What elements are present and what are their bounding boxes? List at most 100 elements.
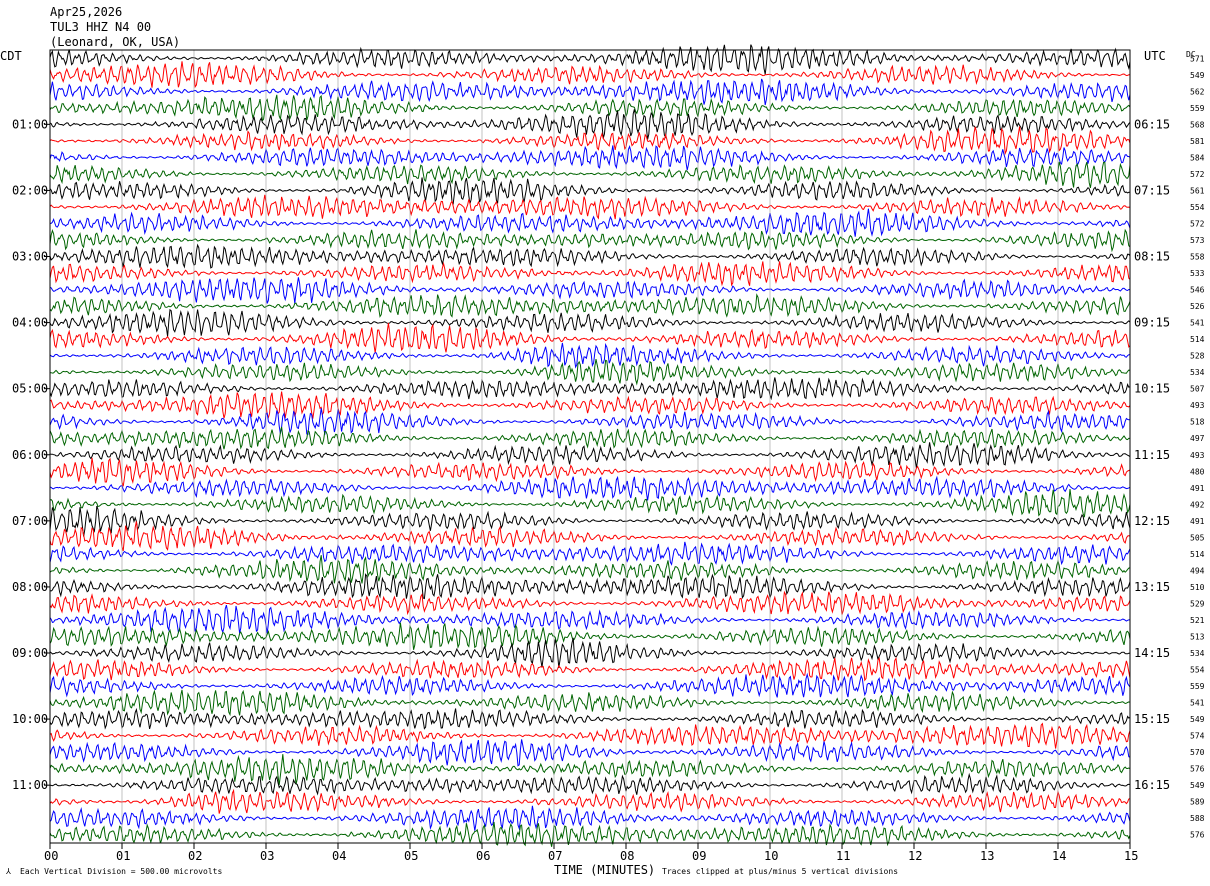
x-tick-label: 14 [1052, 849, 1066, 863]
station-code: TUL3 HHZ N4 00 [50, 20, 152, 34]
dc-offset-label: 562 [1190, 87, 1205, 96]
dc-offset-label: 573 [1190, 236, 1205, 245]
axis-group: 00 01 02 03 04 05 06 07 08 09 10 11 12 13 14 15 [44, 49, 1138, 863]
dc-offset-label: 493 [1190, 401, 1205, 410]
dc-offset-label: 541 [1190, 319, 1205, 328]
dc-offset-label: 588 [1190, 814, 1205, 823]
seismic-trace [49, 293, 1131, 318]
seismic-trace [49, 44, 1131, 75]
hour-label-local: 05:00 [12, 382, 48, 396]
x-tick-label: 01 [116, 849, 130, 863]
seismic-trace [49, 555, 1131, 584]
dc-offset-label: 492 [1190, 500, 1205, 509]
dc-offset-label: 521 [1190, 616, 1205, 625]
hour-label-local: 02:00 [12, 183, 48, 197]
dc-offset-label: 505 [1190, 533, 1205, 542]
seismic-trace [49, 739, 1131, 767]
seismic-trace [49, 377, 1131, 401]
plot-frame [49, 49, 1131, 844]
x-tick-label: 13 [980, 849, 994, 863]
seismic-trace [49, 707, 1131, 730]
station-location: (Leonard, OK, USA) [50, 35, 181, 49]
hour-label-local: 07:00 [12, 514, 48, 528]
dc-offset-label: 558 [1190, 253, 1205, 262]
seismic-trace [49, 788, 1131, 814]
x-axis-label: TIME (MINUTES) [554, 863, 655, 877]
dc-offset-label: 571 [1190, 54, 1205, 63]
dc-offset-label: 514 [1190, 550, 1205, 559]
dc-offset-label: 529 [1190, 599, 1205, 608]
seismic-trace [49, 505, 1131, 537]
grid-group [49, 50, 1131, 843]
seismic-trace [49, 61, 1131, 89]
hour-label-utc: 11:15 [1134, 448, 1170, 462]
dc-offset-label: 559 [1190, 104, 1205, 113]
dc-offset-label: 480 [1190, 467, 1205, 476]
hour-label-utc: 07:15 [1134, 183, 1170, 197]
seismic-trace [49, 194, 1131, 220]
seismic-trace [49, 126, 1131, 156]
hour-label-local: 06:00 [12, 448, 48, 462]
dc-offset-label: 554 [1190, 666, 1205, 675]
x-tick-label: 10 [764, 849, 778, 863]
dc-offset-label: 584 [1190, 153, 1205, 162]
hour-label-utc: 15:15 [1134, 712, 1170, 726]
dc-offset-label: 549 [1190, 71, 1205, 80]
x-tick-label: 03 [260, 849, 274, 863]
x-tick-label: 12 [908, 849, 922, 863]
seismic-trace [49, 656, 1131, 682]
hour-label-utc: 06:15 [1134, 117, 1170, 131]
dc-offset-label: 572 [1190, 170, 1205, 179]
x-tick-label: 00 [44, 849, 58, 863]
seismic-trace [49, 590, 1131, 616]
dc-offset-label: 491 [1190, 517, 1205, 526]
dc-offset-label: 526 [1190, 302, 1205, 311]
scale-note: Each Vertical Division = 500.00 microvol… [20, 867, 223, 876]
seismic-trace [49, 109, 1131, 140]
dc-offset-label: 554 [1190, 203, 1205, 212]
hour-label-local: 08:00 [12, 580, 48, 594]
seismic-trace [50, 208, 1131, 237]
dc-offset-label: 510 [1190, 583, 1205, 592]
dc-offset-label: 559 [1190, 682, 1205, 691]
seismic-trace [49, 442, 1131, 469]
seismic-trace [49, 622, 1131, 650]
seismic-trace [49, 78, 1131, 106]
dc-offset-label: 561 [1190, 186, 1205, 195]
hour-label-utc: 09:15 [1134, 316, 1170, 330]
hour-label-local: 01:00 [12, 117, 48, 131]
label-group: 01:00 02:00 03:00 04:00 05:00 06:00 07:00 08:00… [12, 54, 1205, 839]
hour-label-local: 04:00 [12, 316, 48, 330]
dc-offset-label: 514 [1190, 335, 1205, 344]
x-tick-label: 15 [1124, 849, 1138, 863]
seismic-trace [49, 243, 1131, 269]
dc-offset-label: 576 [1190, 765, 1205, 774]
hour-label-local: 10:00 [12, 712, 48, 726]
seismic-trace [49, 573, 1131, 600]
dc-offset-label: 546 [1190, 286, 1205, 295]
seismic-trace [49, 637, 1131, 668]
hour-label-utc: 14:15 [1134, 646, 1170, 660]
dc-offset-label: 572 [1190, 219, 1205, 228]
seismic-trace [49, 821, 1131, 847]
seismic-trace [49, 408, 1131, 435]
seismic-trace [49, 805, 1131, 831]
x-tick-label: 02 [188, 849, 202, 863]
dc-offset-label: 574 [1190, 732, 1205, 741]
seismic-trace [49, 457, 1131, 487]
dc-offset-label: 533 [1190, 269, 1205, 278]
x-tick-label: 11 [836, 849, 850, 863]
hour-label-local: 11:00 [12, 778, 48, 792]
dc-offset-label: 518 [1190, 418, 1205, 427]
hour-label-local: 09:00 [12, 646, 48, 660]
dc-offset-label: 497 [1190, 434, 1205, 443]
dc-offset-label: 541 [1190, 699, 1205, 708]
clip-note: Traces clipped at plus/minus 5 vertical … [662, 867, 899, 876]
hour-label-utc: 16:15 [1134, 778, 1170, 792]
dc-offset-label: 491 [1190, 484, 1205, 493]
seismic-trace [49, 541, 1131, 566]
dc-offset-label: 589 [1190, 798, 1205, 807]
dc-offset-label: 507 [1190, 385, 1205, 394]
seismic-trace [49, 144, 1131, 171]
